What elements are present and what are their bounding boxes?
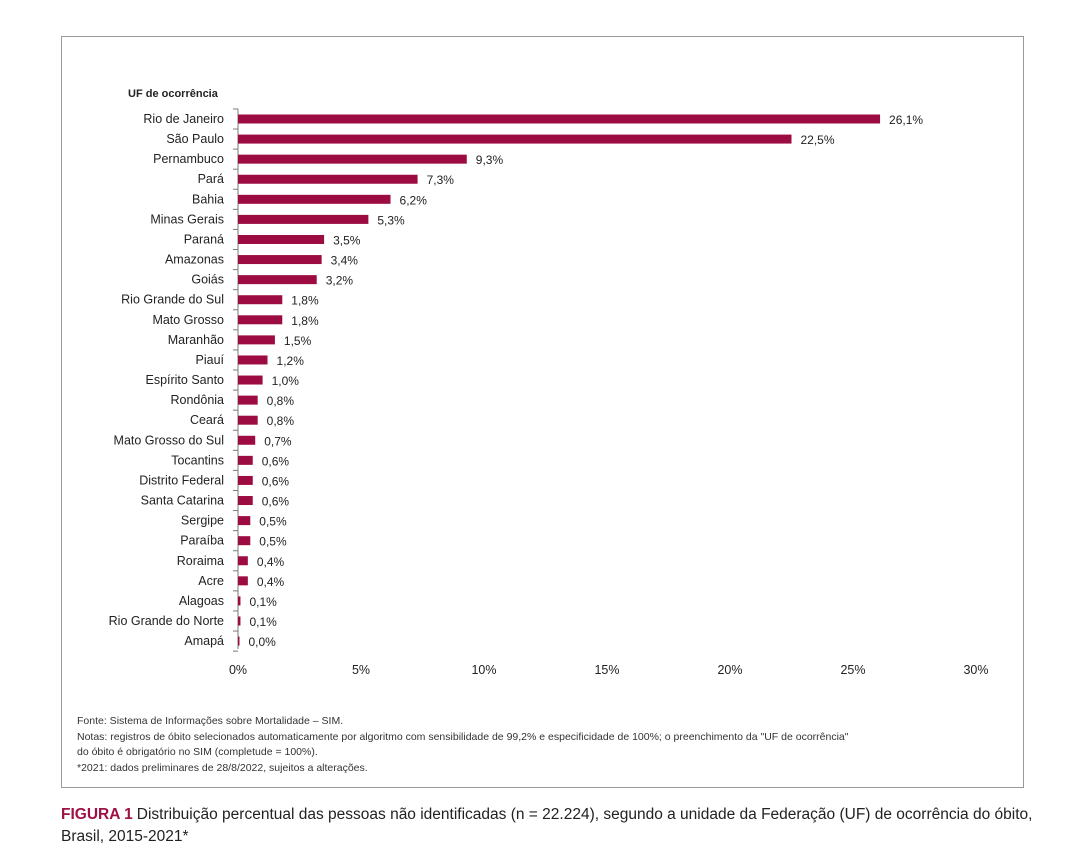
bar (238, 114, 881, 124)
bar (238, 134, 792, 144)
value-label: 0,7% (264, 434, 292, 448)
bar (238, 496, 253, 506)
category-label: Amapá (184, 634, 224, 648)
category-label: São Paulo (166, 132, 224, 146)
value-label: 0,0% (249, 635, 277, 649)
bar (238, 395, 258, 405)
category-label: Ceará (190, 413, 224, 427)
bar (238, 154, 467, 164)
value-label: 6,2% (400, 193, 428, 207)
bar (238, 455, 253, 465)
bar (238, 214, 369, 224)
bar (238, 234, 325, 244)
value-label: 0,5% (259, 535, 287, 549)
category-label: Paraná (184, 232, 224, 246)
bar (238, 596, 241, 606)
category-label: Mato Grosso (152, 313, 224, 327)
category-label: Maranhão (168, 333, 224, 347)
value-label: 0,1% (249, 595, 277, 609)
value-label: 3,2% (326, 274, 354, 288)
bar (238, 375, 263, 385)
category-label: Sergipe (181, 514, 224, 528)
bar (238, 556, 248, 566)
value-label: 7,3% (427, 173, 455, 187)
x-tick-label: 30% (963, 663, 988, 677)
notes-line-2: do óbito é obrigatório no SIM (completud… (77, 746, 318, 758)
value-label: 0,6% (262, 495, 290, 509)
category-label: Amazonas (165, 253, 224, 267)
category-label: Santa Catarina (141, 494, 224, 508)
chart-notes: Fonte: Sistema de Informações sobre Mort… (77, 714, 1007, 776)
bar (238, 576, 248, 586)
value-label: 0,6% (262, 474, 290, 488)
x-tick-label: 0% (229, 663, 247, 677)
category-label: Paraíba (180, 534, 224, 548)
bar (238, 255, 322, 265)
value-label: 0,6% (262, 454, 290, 468)
value-label: 5,3% (377, 213, 405, 227)
bar (238, 616, 241, 626)
category-label: Espírito Santo (145, 373, 224, 387)
value-label: 1,2% (277, 354, 305, 368)
category-label: Alagoas (179, 594, 224, 608)
x-tick-label: 15% (594, 663, 619, 677)
category-label: Roraima (177, 554, 224, 568)
category-label: Minas Gerais (150, 212, 224, 226)
x-tick-label: 5% (352, 663, 370, 677)
bar (238, 315, 283, 325)
value-label: 0,8% (267, 414, 295, 428)
bar (238, 275, 317, 285)
figure-caption: FIGURA 1 Distribuição percentual das pess… (61, 804, 1041, 848)
category-label: Distrito Federal (139, 473, 224, 487)
figure-frame (61, 36, 1024, 788)
category-label: Goiás (191, 273, 224, 287)
bar (238, 516, 251, 526)
bar (238, 335, 275, 345)
category-label: Rio Grande do Norte (109, 614, 224, 628)
category-label: Rondônia (170, 393, 224, 407)
x-tick-label: 10% (471, 663, 496, 677)
bar (238, 194, 391, 204)
value-label: 3,4% (331, 254, 359, 268)
value-label: 9,3% (476, 153, 504, 167)
bar (238, 295, 283, 305)
bar (238, 415, 258, 425)
x-tick-label: 25% (840, 663, 865, 677)
bar (238, 435, 256, 445)
bar (238, 355, 268, 365)
y-axis-title: UF de ocorrência (128, 88, 219, 100)
bar (238, 174, 418, 184)
value-label: 0,5% (259, 515, 287, 529)
value-label: 1,8% (291, 314, 319, 328)
source-note: Fonte: Sistema de Informações sobre Mort… (77, 715, 344, 727)
category-label: Tocantins (171, 453, 224, 467)
category-label: Pernambuco (153, 152, 224, 166)
value-label: 3,5% (333, 233, 361, 247)
footnote: *2021: dados preliminares de 28/8/2022, … (77, 761, 368, 774)
value-label: 1,8% (291, 294, 319, 308)
category-label: Pará (198, 172, 224, 186)
bar (238, 636, 240, 646)
notes-line-1: Notas: registros de óbito selecionados a… (77, 730, 849, 743)
figure-label: FIGURA 1 (61, 806, 133, 823)
value-label: 22,5% (801, 133, 835, 147)
value-label: 0,4% (257, 575, 285, 589)
x-tick-label: 20% (717, 663, 742, 677)
value-label: 1,5% (284, 334, 312, 348)
value-label: 0,1% (249, 615, 277, 629)
value-label: 0,4% (257, 555, 285, 569)
bar (238, 536, 251, 546)
category-label: Piauí (196, 353, 225, 367)
bar (238, 475, 253, 485)
value-label: 26,1% (889, 113, 923, 127)
category-label: Rio de Janeiro (143, 112, 224, 126)
value-label: 1,0% (272, 374, 300, 388)
value-label: 0,8% (267, 394, 295, 408)
category-label: Bahia (192, 192, 224, 206)
category-label: Mato Grosso do Sul (114, 433, 224, 447)
category-label: Acre (198, 574, 224, 588)
category-label: Rio Grande do Sul (121, 293, 224, 307)
caption-text: Distribuição percentual das pessoas não … (61, 806, 1033, 845)
